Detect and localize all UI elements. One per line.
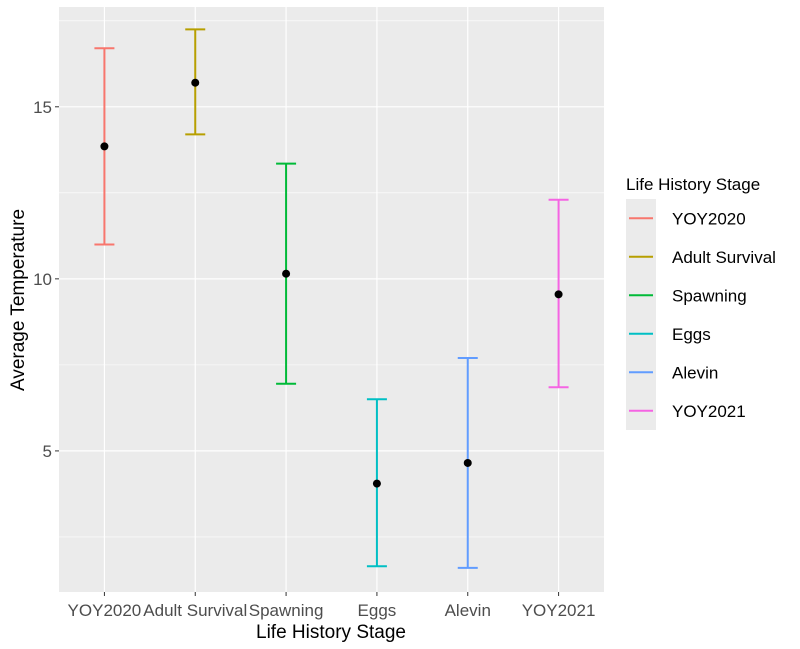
x-tick-label: Adult Survival: [143, 601, 247, 620]
legend-label: Adult Survival: [672, 248, 776, 267]
mean-point: [191, 78, 200, 87]
legend-label: YOY2020: [672, 209, 746, 228]
legend-entry: Adult Survival: [626, 237, 776, 276]
y-axis-title: Average Temperature: [8, 209, 29, 391]
mean-point: [282, 269, 291, 278]
y-tick-label: 15: [33, 98, 52, 117]
plot-panel: [59, 7, 604, 592]
legend-label: YOY2021: [672, 402, 746, 421]
x-tick-label: Eggs: [358, 601, 397, 620]
legend-label: Alevin: [672, 363, 718, 382]
y-axis-ticks: 5 10 15: [33, 98, 59, 461]
x-axis-ticks: YOY2020 Adult Survival Spawning Eggs Alevin Y…: [68, 592, 596, 620]
legend-entry: YOY2021: [626, 391, 746, 430]
mean-points: [100, 78, 563, 488]
legend-label: Spawning: [672, 286, 747, 305]
mean-point: [463, 458, 472, 467]
legend-entry: Eggs: [626, 314, 711, 353]
legend-entry: Alevin: [626, 353, 718, 392]
legend-entry: YOY2020: [626, 199, 746, 238]
x-tick-label: YOY2020: [68, 601, 142, 620]
x-tick-label: YOY2021: [522, 601, 596, 620]
legend-label: Eggs: [672, 325, 711, 344]
y-tick-label: 10: [33, 270, 52, 289]
legend-entries: YOY2020 Adult Survival Spawning Eggs Alevin Y…: [626, 199, 776, 430]
y-tick-label: 5: [43, 442, 52, 461]
mean-point: [100, 142, 109, 151]
mean-point: [372, 479, 381, 488]
x-tick-label: Spawning: [249, 601, 324, 620]
legend: Life History Stage YOY2020 Adult Survival…: [626, 175, 776, 430]
mean-point: [554, 290, 563, 299]
legend-entry: Spawning: [626, 276, 747, 315]
minor-gridlines: [59, 20, 604, 538]
x-axis-title: Life History Stage: [256, 622, 406, 643]
legend-title: Life History Stage: [626, 175, 760, 194]
x-tick-label: Alevin: [445, 601, 491, 620]
